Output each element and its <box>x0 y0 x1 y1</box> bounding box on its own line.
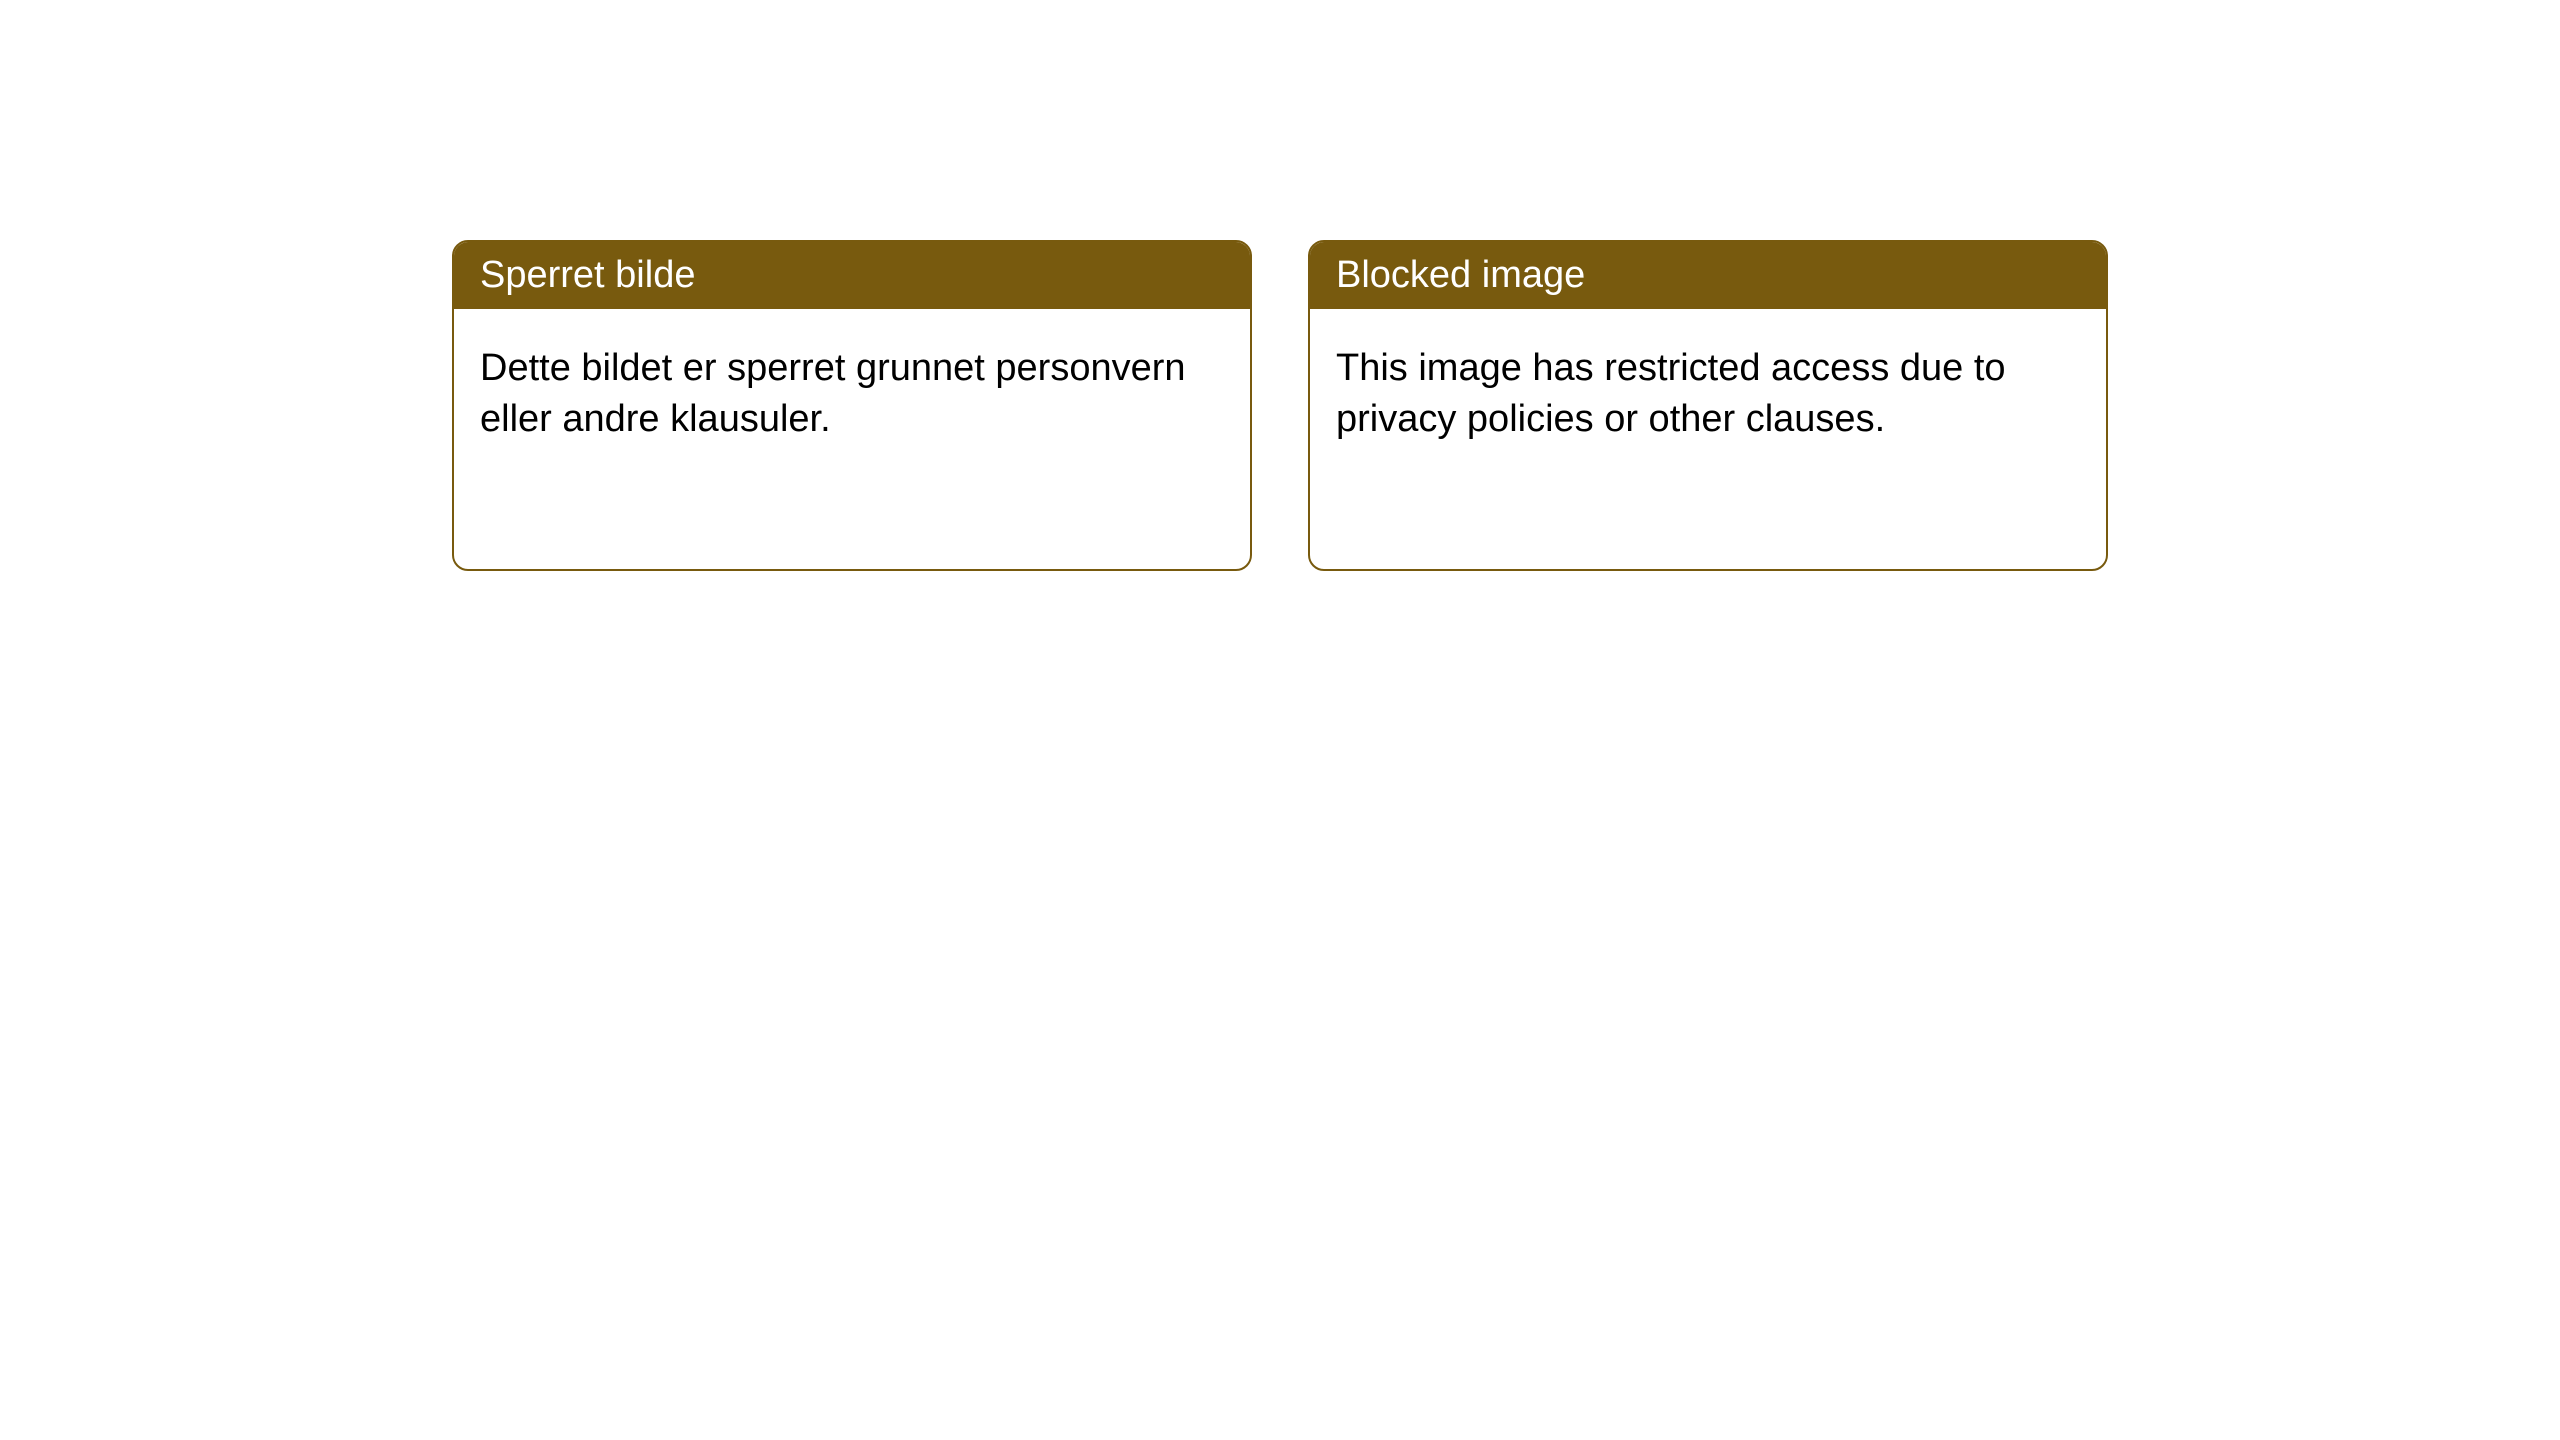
card-header: Blocked image <box>1310 242 2106 309</box>
card-message: Dette bildet er sperret grunnet personve… <box>480 347 1186 440</box>
blocked-image-card-english: Blocked image This image has restricted … <box>1308 240 2108 571</box>
card-title: Sperret bilde <box>480 254 695 296</box>
card-message: This image has restricted access due to … <box>1336 347 2006 440</box>
card-header: Sperret bilde <box>454 242 1250 309</box>
card-body: This image has restricted access due to … <box>1310 309 2106 569</box>
blocked-image-card-norwegian: Sperret bilde Dette bildet er sperret gr… <box>452 240 1252 571</box>
card-title: Blocked image <box>1336 254 1585 296</box>
notice-cards-container: Sperret bilde Dette bildet er sperret gr… <box>0 0 2560 571</box>
card-body: Dette bildet er sperret grunnet personve… <box>454 309 1250 569</box>
